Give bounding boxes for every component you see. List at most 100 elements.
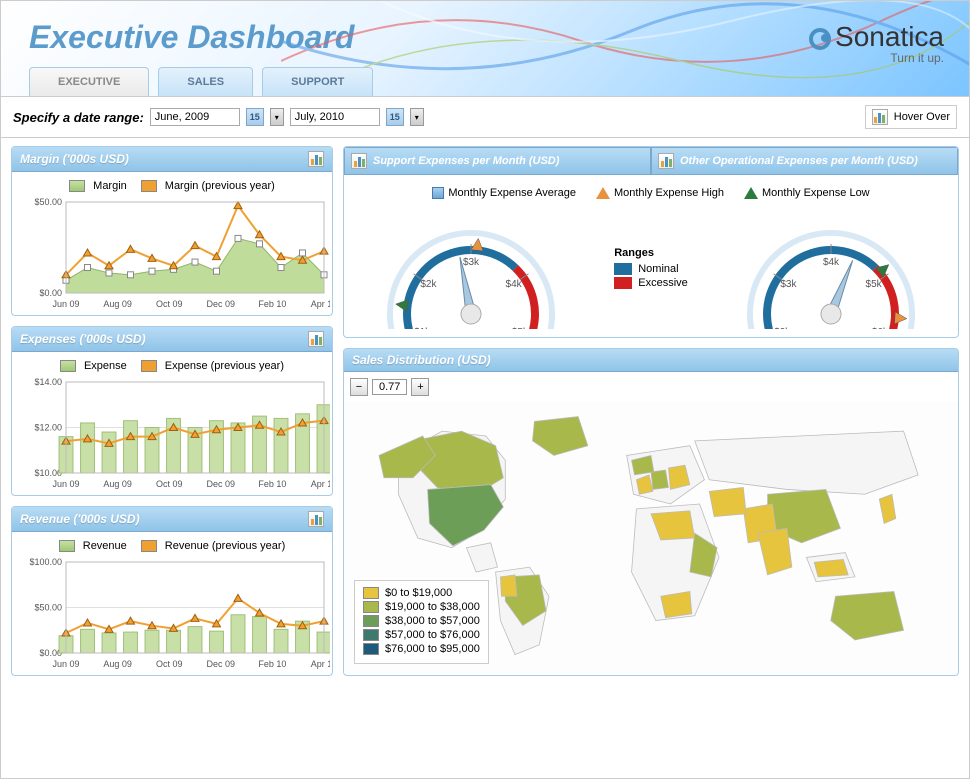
svg-text:$14.00: $14.00	[34, 377, 62, 387]
zoom-in-button[interactable]: +	[411, 378, 429, 396]
left-column: Margin ('000s USD) Margin Margin (previo…	[11, 146, 333, 676]
map-area[interactable]: $0 to $19,000$19,000 to $38,000$38,000 t…	[344, 402, 958, 674]
gauge-legend: Monthly Expense Average Monthly Expense …	[352, 183, 950, 209]
map-controls: − 0.77 +	[344, 372, 958, 402]
margin-panel: Margin ('000s USD) Margin Margin (previo…	[11, 146, 333, 316]
revenue-panel: Revenue ('000s USD) Revenue Revenue (pre…	[11, 506, 333, 676]
logo-brand: Sonatica	[809, 21, 944, 53]
map-panel-head: Sales Distribution (USD)	[344, 349, 958, 372]
svg-text:Aug 09: Aug 09	[103, 659, 132, 669]
expenses-body: Expense Expense (previous year) $10.00 $1…	[12, 352, 332, 495]
triangle-orange-icon	[596, 187, 610, 199]
date-to-calendar-icon[interactable]: 15	[386, 108, 404, 126]
svg-text:$6k: $6k	[872, 327, 889, 329]
chart-icon	[658, 153, 674, 169]
chart-icon[interactable]	[308, 511, 324, 527]
right-column: Support Expenses per Month (USD) Other O…	[343, 146, 959, 676]
svg-text:Apr 10: Apr 10	[311, 299, 330, 309]
svg-text:Oct 09: Oct 09	[156, 479, 183, 489]
line-swatch-icon	[141, 540, 157, 552]
svg-text:$50.00: $50.00	[34, 197, 62, 207]
svg-text:$5k: $5k	[512, 327, 529, 329]
area-swatch-icon	[69, 180, 85, 192]
revenue-legend: Revenue Revenue (previous year)	[16, 536, 328, 556]
hover-over-toggle[interactable]: Hover Over	[865, 105, 957, 129]
svg-text:$100.00: $100.00	[29, 557, 62, 567]
tab-support[interactable]: SUPPORT	[262, 67, 373, 96]
svg-text:$3k: $3k	[780, 279, 797, 290]
svg-text:Dec 09: Dec 09	[207, 659, 236, 669]
excessive-swatch-icon	[614, 277, 632, 289]
header: Executive Dashboard Sonatica Turn it up.…	[1, 1, 969, 96]
svg-text:Aug 09: Aug 09	[103, 299, 132, 309]
toolbar: Specify a date range: 15 ▾ 15 ▾ Hover Ov…	[1, 96, 969, 138]
chart-icon	[351, 153, 367, 169]
revenue-panel-head: Revenue ('000s USD)	[12, 507, 332, 532]
date-from-input[interactable]	[150, 108, 240, 126]
nominal-swatch-icon	[614, 263, 632, 275]
svg-text:$10.00: $10.00	[34, 468, 62, 478]
content: Margin ('000s USD) Margin Margin (previo…	[1, 138, 969, 684]
svg-text:$50.00: $50.00	[34, 603, 62, 613]
svg-text:Feb 10: Feb 10	[258, 659, 286, 669]
svg-text:$0.00: $0.00	[39, 288, 62, 298]
gauges-panel: Support Expenses per Month (USD) Other O…	[343, 146, 959, 338]
chart-icon	[872, 109, 888, 125]
svg-text:$5k: $5k	[865, 279, 882, 290]
map-title: Sales Distribution (USD)	[352, 353, 491, 367]
svg-text:Oct 09: Oct 09	[156, 659, 183, 669]
expenses-chart: $10.00$12.00$14.00Jun 09Aug 09Oct 09Dec …	[20, 376, 324, 491]
svg-text:$2k: $2k	[774, 327, 791, 329]
margin-body: Margin Margin (previous year) $0.00 $50.0…	[12, 172, 332, 315]
zoom-value: 0.77	[372, 379, 407, 395]
svg-text:Dec 09: Dec 09	[207, 299, 236, 309]
svg-text:$4k: $4k	[823, 257, 840, 268]
zoom-out-button[interactable]: −	[350, 378, 368, 396]
expenses-panel: Expenses ('000s USD) Expense Expense (pr…	[11, 326, 333, 496]
expenses-legend: Expense Expense (previous year)	[16, 356, 328, 376]
gauge-support: $1k$2k$3k$4k$5k	[376, 209, 566, 329]
svg-text:$1k: $1k	[414, 327, 431, 329]
gauge-other: $2k $3k $4k $5k $6k	[736, 209, 926, 329]
svg-text:Feb 10: Feb 10	[258, 479, 286, 489]
svg-text:Apr 10: Apr 10	[311, 659, 330, 669]
bar-swatch-icon	[60, 360, 76, 372]
date-from-dropdown-icon[interactable]: ▾	[270, 108, 284, 126]
gauges-body: Monthly Expense Average Monthly Expense …	[344, 175, 958, 337]
logo: Sonatica Turn it up.	[809, 21, 944, 65]
map-panel: Sales Distribution (USD) − 0.77 + $0 to …	[343, 348, 959, 676]
revenue-title: Revenue ('000s USD)	[20, 512, 140, 526]
svg-text:$12.00: $12.00	[34, 423, 62, 433]
chart-icon[interactable]	[308, 331, 324, 347]
margin-chart: $0.00$50.00Jun 09Aug 09Oct 09Dec 09Feb 1…	[20, 196, 324, 311]
tab-executive[interactable]: EXECUTIVE	[29, 67, 149, 96]
hover-over-label: Hover Over	[894, 111, 950, 123]
margin-panel-head: Margin ('000s USD)	[12, 147, 332, 172]
date-to-input[interactable]	[290, 108, 380, 126]
square-marker-icon	[432, 187, 444, 199]
gauge-tab-other[interactable]: Other Operational Expenses per Month (US…	[651, 147, 958, 175]
margin-legend: Margin Margin (previous year)	[16, 176, 328, 196]
date-from-calendar-icon[interactable]: 15	[246, 108, 264, 126]
line-swatch-icon	[141, 360, 157, 372]
chart-icon[interactable]	[308, 151, 324, 167]
date-range-label: Specify a date range:	[13, 110, 144, 125]
svg-text:Dec 09: Dec 09	[207, 479, 236, 489]
revenue-chart: $0.00$50.00$100.00Jun 09Aug 09Oct 09Dec …	[20, 556, 324, 671]
revenue-body: Revenue Revenue (previous year) $0.00$50…	[12, 532, 332, 675]
logo-tagline: Turn it up.	[809, 51, 944, 65]
map-legend: $0 to $19,000$19,000 to $38,000$38,000 t…	[354, 580, 489, 664]
expenses-panel-head: Expenses ('000s USD)	[12, 327, 332, 352]
svg-text:Oct 09: Oct 09	[156, 299, 183, 309]
svg-text:$4k: $4k	[506, 279, 523, 290]
svg-text:Aug 09: Aug 09	[103, 479, 132, 489]
gauge-tab-support[interactable]: Support Expenses per Month (USD)	[344, 147, 651, 175]
expenses-title: Expenses ('000s USD)	[20, 332, 146, 346]
line-swatch-icon	[141, 180, 157, 192]
triangle-green-icon	[744, 187, 758, 199]
tab-sales[interactable]: SALES	[158, 67, 253, 96]
svg-text:$2k: $2k	[420, 279, 437, 290]
svg-text:Feb 10: Feb 10	[258, 299, 286, 309]
date-to-dropdown-icon[interactable]: ▾	[410, 108, 424, 126]
svg-text:Jun 09: Jun 09	[52, 659, 79, 669]
